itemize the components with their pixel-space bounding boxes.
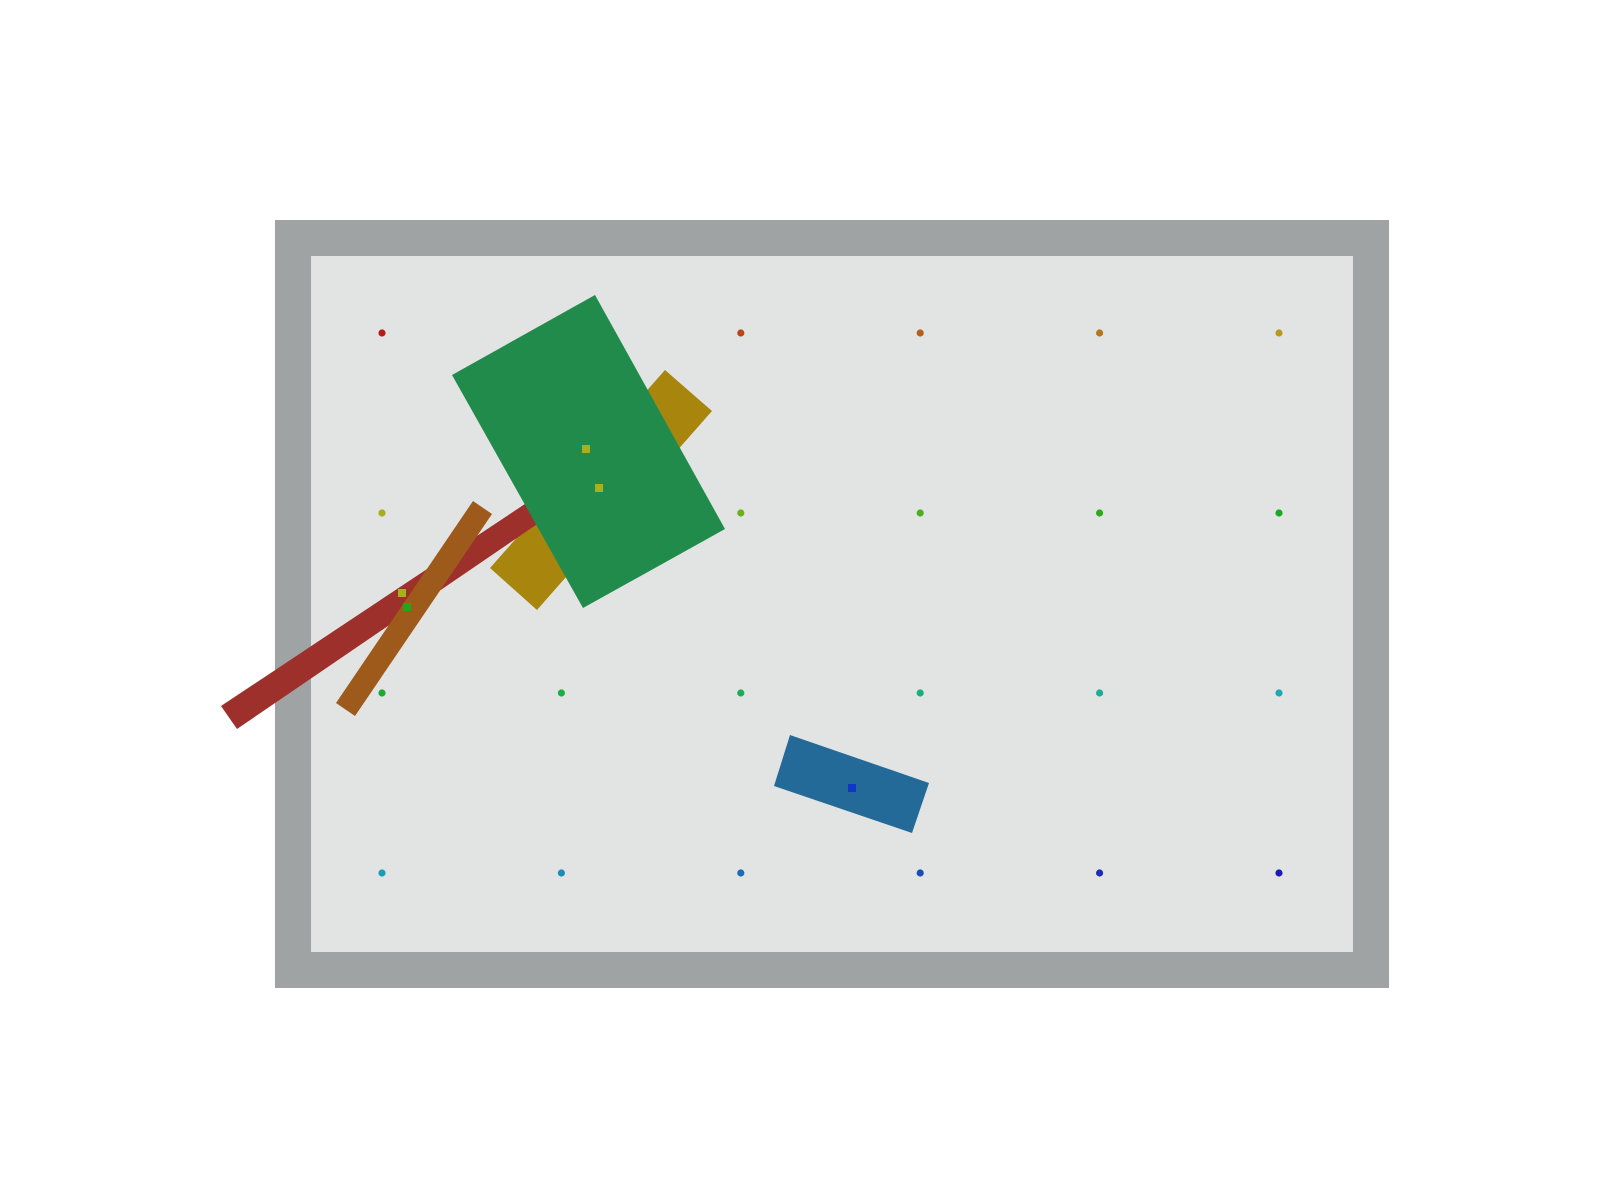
grid-dot (1096, 329, 1104, 337)
orange-bar[interactable] (336, 501, 492, 716)
grid-dot (737, 869, 745, 877)
grid-dot (1096, 869, 1104, 877)
grid-dot (1275, 329, 1283, 337)
grid-dot (1096, 509, 1104, 517)
grid-dot (737, 329, 745, 337)
grid-dot (1275, 869, 1283, 877)
grid-dot (557, 689, 566, 697)
grid-dot (378, 689, 386, 697)
grid-dot (378, 509, 386, 517)
grid-dot (916, 689, 924, 697)
arena-floor (311, 256, 1353, 952)
grid-dot (1275, 509, 1283, 517)
grid-dot (378, 329, 386, 337)
grid-dot (557, 869, 566, 877)
goal-marker (582, 445, 590, 453)
red-bar[interactable] (221, 480, 574, 729)
grid-dot (916, 869, 924, 877)
grid-dot (916, 509, 924, 517)
grid-dot (1275, 689, 1283, 697)
goal-marker (848, 784, 856, 792)
grid-dot-layer (378, 329, 1283, 877)
goal-marker (403, 603, 411, 611)
goal-marker (595, 484, 603, 492)
grid-dot (1096, 689, 1104, 697)
goal-marker-layer (398, 445, 856, 792)
grid-dot (737, 509, 745, 517)
grid-dot (916, 329, 924, 337)
goal-marker (398, 589, 406, 597)
grid-dot (378, 869, 386, 877)
grid-dot (737, 689, 745, 697)
